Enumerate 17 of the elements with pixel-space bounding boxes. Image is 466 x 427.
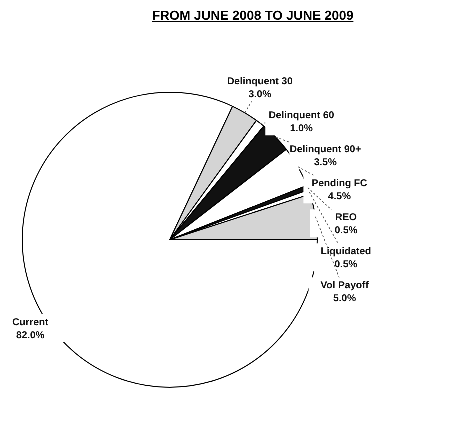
data-label: 0.5% [334,259,358,270]
slice-label: Liquidated [320,246,372,258]
slice-label: Delinquent 60 [268,110,335,122]
data-label: 4.5% [328,191,352,202]
slice-label: REO [335,212,358,224]
data-label: 1.0% [290,123,314,134]
slice-label: Delinquent 30 [227,76,294,88]
chart-title: FROM JUNE 2008 TO JUNE 2009 [151,8,355,25]
data-label: 3.5% [314,157,338,168]
slice-label: Vol Payoff [320,280,370,292]
slice-label: Pending FC [312,178,368,190]
data-label: 0.5% [334,225,358,236]
data-label: 3.0% [248,89,272,100]
slice-label: Delinquent 90+ [290,144,362,156]
data-label: 5.0% [333,293,356,304]
slice-label: Current [12,317,50,328]
data-label: 82.0% [16,330,45,342]
